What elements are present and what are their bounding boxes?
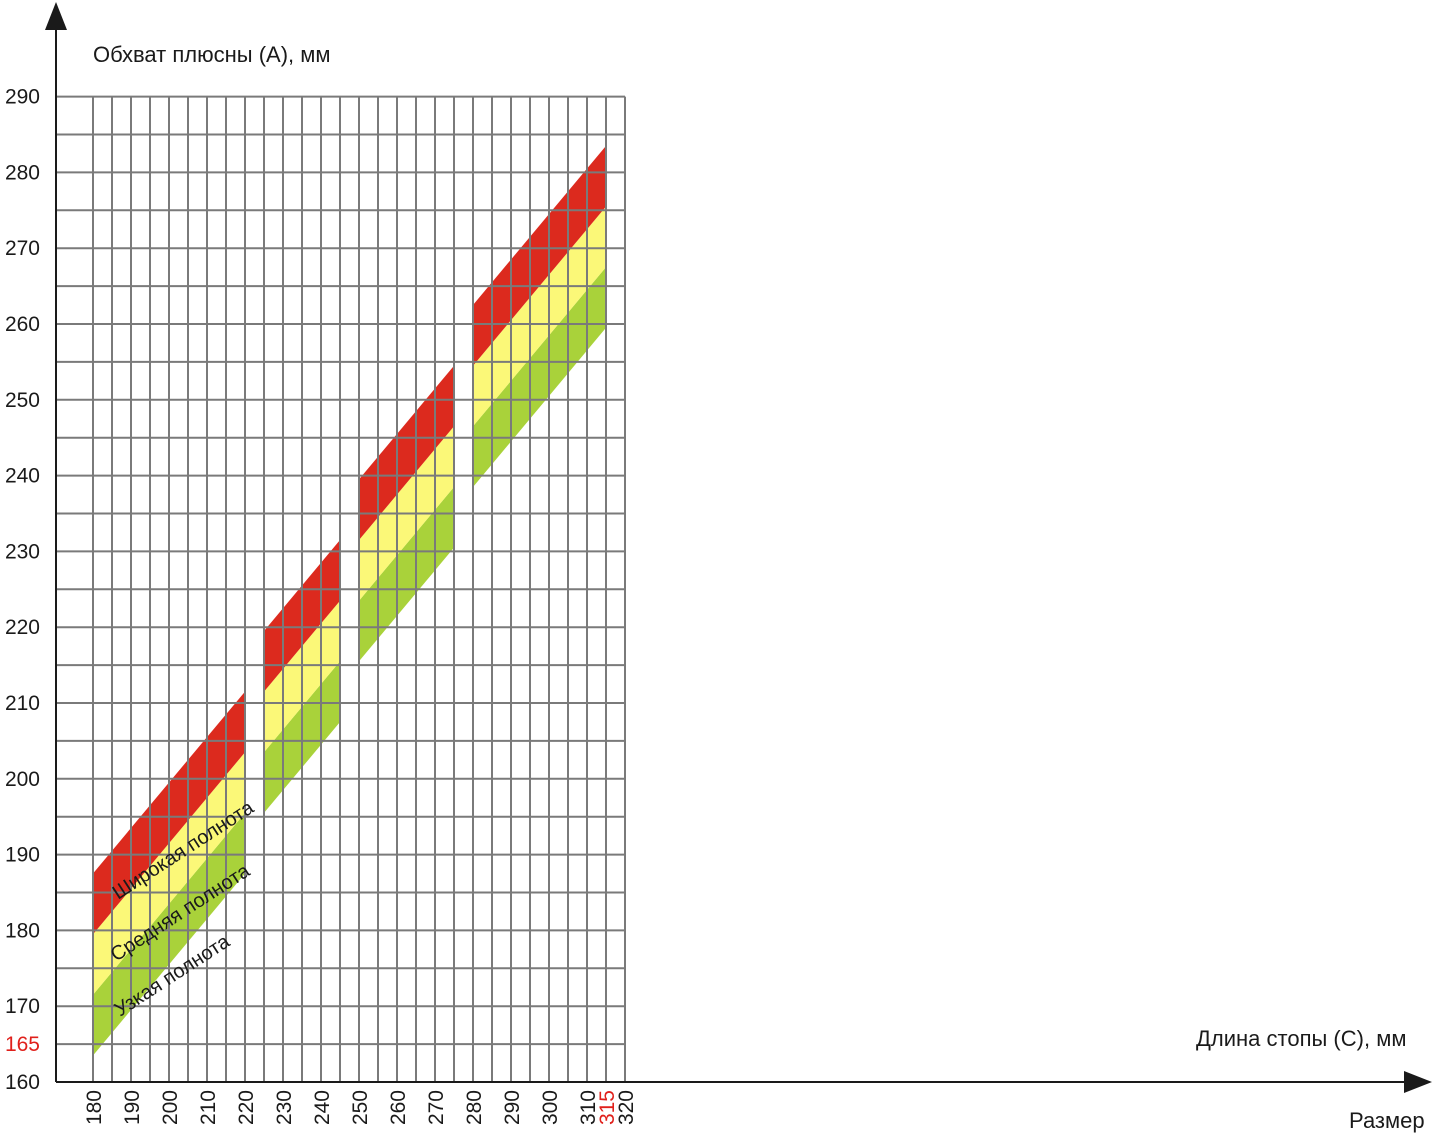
x-tick-label: 210 xyxy=(197,1090,220,1125)
band-narrow-segment-4 xyxy=(473,267,606,487)
x-tick-label: 290 xyxy=(501,1090,524,1125)
x-axis-arrow-icon xyxy=(1404,1071,1432,1093)
y-tick-label: 280 xyxy=(5,161,40,184)
size-axis-title: Размер xyxy=(1349,1108,1425,1133)
chart-axes xyxy=(45,2,1432,1093)
y-tick-label: 165 xyxy=(5,1033,40,1056)
x-tick-label: 320 xyxy=(615,1090,638,1125)
y-tick-label: 270 xyxy=(5,237,40,260)
x-tick-label: 230 xyxy=(273,1090,296,1125)
y-tick-label: 220 xyxy=(5,616,40,639)
x-tick-label: 315 xyxy=(596,1090,619,1125)
x-tick-label: 220 xyxy=(235,1090,258,1125)
y-tick-labels: 160 165 170 180 190 200 210 220 230 240 250 260 270 2… xyxy=(5,86,40,1094)
y-tick-label: 260 xyxy=(5,313,40,336)
x-tick-label: 250 xyxy=(349,1090,372,1125)
y-tick-label: 230 xyxy=(5,540,40,563)
x-tick-label: 240 xyxy=(311,1090,334,1125)
x-tick-label: 200 xyxy=(159,1090,182,1125)
x-tick-label: 260 xyxy=(387,1090,410,1125)
x-tick-label: 300 xyxy=(539,1090,562,1125)
y-tick-label: 290 xyxy=(5,86,40,109)
y-axis-title: Обхват плюсны (А), мм xyxy=(93,42,331,67)
band-narrow-segment-3 xyxy=(359,487,454,662)
x-tick-label: 270 xyxy=(425,1090,448,1125)
y-tick-label: 250 xyxy=(5,389,40,412)
x-tick-label: 190 xyxy=(121,1090,144,1125)
x-tick-label: 310 xyxy=(577,1090,600,1125)
x-tick-label: 180 xyxy=(83,1090,106,1125)
x-tick-labels: 180 190 200 210 220 230 240 250 260 270 280 290 300 3… xyxy=(83,1090,638,1125)
band-wide-segment-4 xyxy=(473,145,606,366)
x-tick-label: 280 xyxy=(463,1090,486,1125)
y-tick-label: 210 xyxy=(5,692,40,715)
x-axis-title: Длина стопы (С), мм xyxy=(1196,1026,1406,1051)
band-wide-segment-3 xyxy=(359,365,454,540)
y-tick-label: 160 xyxy=(5,1071,40,1094)
y-tick-label: 240 xyxy=(5,465,40,488)
band-medium-segment-4 xyxy=(473,206,606,427)
y-tick-label: 200 xyxy=(5,768,40,791)
y-tick-label: 170 xyxy=(5,995,40,1018)
chart-grid xyxy=(56,95,626,1083)
y-tick-label: 190 xyxy=(5,844,40,867)
y-tick-label: 180 xyxy=(5,919,40,942)
y-axis-arrow-icon xyxy=(45,2,67,30)
